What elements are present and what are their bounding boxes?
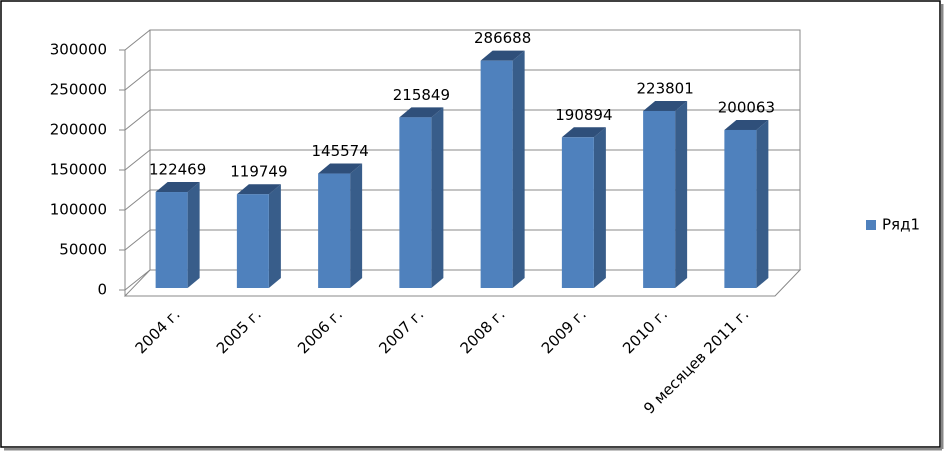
value-label: 286688 [474,29,531,47]
bar-top [643,100,688,111]
bar-front [561,137,594,288]
value-label: 200063 [718,98,775,116]
bar-side [187,182,200,288]
y-tick-label: 100000 [50,201,107,219]
value-label: 215849 [393,86,450,104]
bar [643,100,688,288]
legend-label: Ряд1 [882,216,920,234]
grid-line [124,29,800,51]
bar-front [318,173,351,288]
bar-front [724,129,757,288]
bar-side [350,163,363,288]
value-label: 190894 [555,106,612,124]
y-tick-label: 250000 [50,81,107,99]
bar-top [480,50,525,61]
bar [236,184,281,288]
y-tick-label: 200000 [50,121,107,139]
bar [561,127,606,289]
y-tick-label: 50000 [59,241,107,259]
grid-line [124,69,800,91]
bar-top [318,163,363,174]
value-label: 145574 [311,142,368,160]
y-tick-label: 300000 [50,41,107,59]
bar-top [561,127,606,138]
y-tick-label: 150000 [50,161,107,179]
bar-top [155,182,200,193]
bar-top [236,184,281,195]
bar-side [431,107,444,288]
bar-side [268,184,281,288]
bar-front [480,60,513,289]
bar [480,50,525,289]
value-label: 122469 [149,161,206,179]
bar-side [675,100,688,288]
bar [155,182,200,288]
grid-line [124,109,800,131]
y-tick-label: 0 [97,281,107,299]
bar-front [643,110,676,288]
legend-swatch [866,220,876,230]
bar-top [399,107,444,118]
bar-side [756,119,769,288]
value-label: 119749 [230,163,287,181]
bar-front [399,117,432,288]
bar-side [512,50,525,289]
bar [318,163,363,288]
bar-side [593,127,606,289]
bar-front [155,192,188,288]
bar-top [724,119,769,130]
bar [724,119,769,288]
value-label: 223801 [636,79,693,97]
bar-front [236,194,269,288]
bar [399,107,444,288]
